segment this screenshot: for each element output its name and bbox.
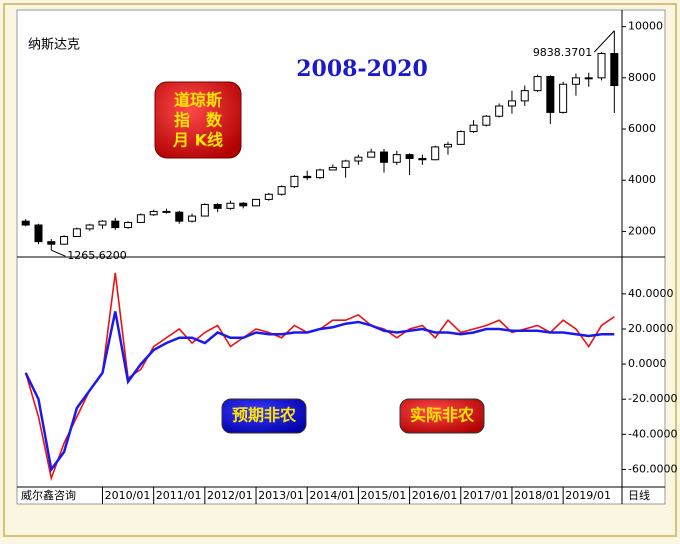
low-label: 1265.6200 (67, 249, 127, 262)
candle-body (290, 175, 299, 188)
candle-body (597, 53, 606, 79)
legend-box (221, 398, 307, 434)
candle-body (200, 204, 209, 217)
candle-body (72, 228, 81, 238)
candle-body (277, 186, 286, 195)
candle-body (175, 211, 184, 222)
candle-body (303, 175, 312, 179)
candle-body (520, 90, 529, 102)
candle-body (328, 166, 337, 171)
y-tick-label: 10000 (628, 20, 663, 33)
x-tick-label: 2013/01 (258, 489, 304, 502)
legend-box (399, 398, 485, 434)
candle-body (188, 215, 197, 222)
candle-body (367, 151, 376, 158)
annotation-line (51, 249, 66, 257)
candle-body (98, 220, 107, 226)
y-tick-label: 8000 (628, 71, 656, 84)
annotation-line (593, 30, 615, 53)
y-tick-label: -60.0000 (628, 462, 677, 475)
candle-body (507, 100, 516, 107)
candle-body (111, 220, 120, 229)
high-label: 9838.3701 (533, 46, 593, 59)
period: 日线 (628, 488, 650, 502)
y-tick-label: 4000 (628, 173, 656, 186)
candle-body (469, 124, 478, 133)
candle-body (264, 193, 273, 200)
y-tick-label: 6000 (628, 122, 656, 135)
candle-body (584, 77, 593, 80)
title-box (154, 81, 242, 159)
candle-body (60, 236, 69, 245)
candle-body (34, 224, 43, 243)
candle-body (610, 53, 619, 87)
candle-body (546, 76, 555, 113)
frame (3, 3, 677, 537)
candle-body (571, 77, 580, 85)
candle-body (85, 224, 94, 230)
x-tick-label: 2016/01 (412, 489, 458, 502)
box-text: 道琼斯 (174, 91, 222, 110)
x-tick-label: 2017/01 (463, 489, 509, 502)
candle-body (559, 83, 568, 113)
y-tick-label: 20.0000 (628, 322, 674, 335)
candle-body (226, 202, 235, 209)
legend-label: 实际非农 (410, 406, 474, 425)
candle-body (495, 105, 504, 117)
candle-body (405, 154, 414, 159)
candle-body (443, 143, 452, 148)
candle-body (431, 146, 440, 161)
candle-body (316, 169, 325, 179)
x-tick-label: 2015/01 (361, 489, 407, 502)
series-line (24, 311, 615, 473)
candle-body (252, 198, 261, 207)
candle-body (136, 214, 145, 223)
candle-body (354, 156, 363, 162)
candle-body (213, 204, 222, 209)
candle-body (418, 157, 427, 161)
candle-body (341, 160, 350, 168)
box-text: 指 数 (174, 111, 223, 130)
candle-body (482, 115, 491, 126)
source: 威尔鑫咨询 (21, 488, 76, 502)
y-tick-label: -40.0000 (628, 427, 677, 440)
box-text: 月 K线 (172, 131, 223, 150)
subtitle: 2008-2020 (296, 56, 428, 82)
candle-body (533, 76, 542, 92)
x-tick-label: 2019/01 (565, 489, 611, 502)
x-tick-label: 2010/01 (105, 489, 151, 502)
x-tick-label: 2012/01 (207, 489, 253, 502)
candle-body (162, 210, 171, 213)
candle-body (456, 131, 465, 145)
candle-body (47, 241, 56, 245)
x-tick-label: 2018/01 (514, 489, 560, 502)
candle-body (124, 221, 133, 229)
y-tick-label: 40.0000 (628, 287, 674, 300)
y-tick-label: 2000 (628, 224, 656, 237)
legend-label: 预期非农 (232, 406, 296, 425)
candle-body (379, 151, 388, 163)
x-tick-label: 2011/01 (156, 489, 202, 502)
x-tick-label: 2014/01 (309, 489, 355, 502)
chart-title: 纳斯达克 (28, 38, 80, 53)
candle-body (239, 202, 248, 207)
y-tick-label: -20.0000 (628, 392, 677, 405)
candle-body (21, 220, 30, 226)
candle-body (149, 210, 158, 216)
y-tick-label: 0.0000 (628, 357, 667, 370)
candle-body (392, 154, 401, 163)
